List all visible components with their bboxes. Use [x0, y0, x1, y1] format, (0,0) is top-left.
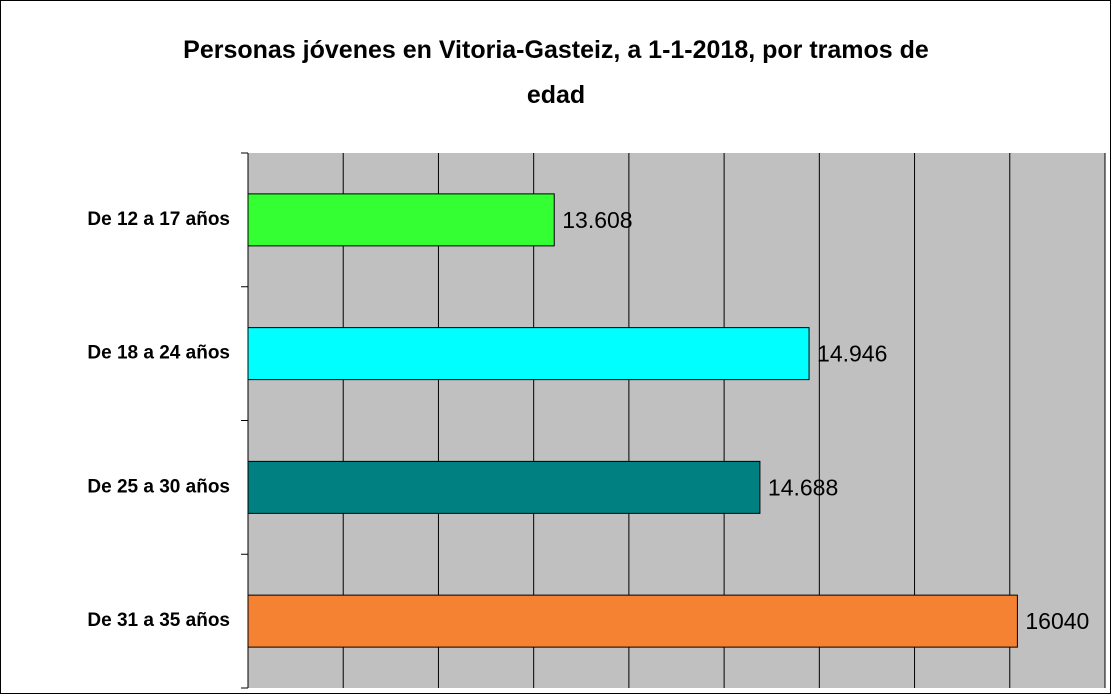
bar — [247, 460, 761, 514]
bar — [247, 193, 555, 247]
y-tick-label: De 12 a 17 años — [87, 209, 230, 230]
data-label: 14.688 — [768, 474, 838, 500]
y-tick-label: De 31 a 35 años — [87, 610, 230, 631]
y-tick-label: De 18 a 24 años — [87, 343, 230, 364]
y-tick-label: De 25 a 30 años — [87, 476, 230, 497]
data-label: 14.946 — [817, 341, 887, 367]
bar — [247, 594, 1018, 648]
chart-title: Personas jóvenes en Vitoria-Gasteiz, a 1… — [183, 36, 929, 109]
data-label: 16040 — [1025, 608, 1089, 634]
data-label: 13.608 — [562, 207, 632, 233]
bar — [247, 327, 810, 381]
